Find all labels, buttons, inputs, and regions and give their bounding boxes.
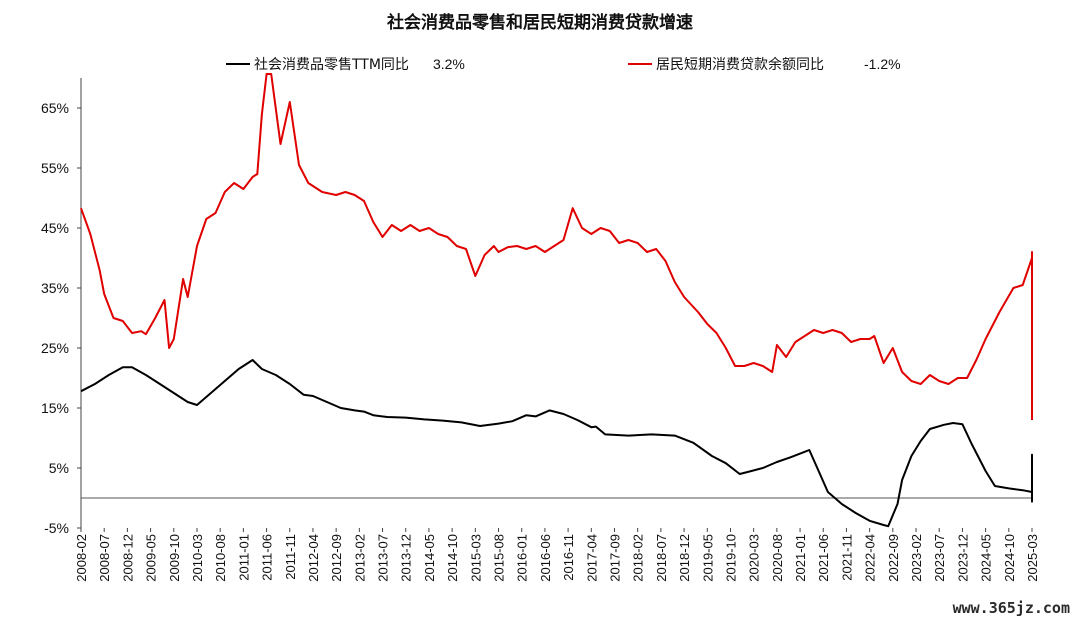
x-tick-label: 2025-03 xyxy=(1025,534,1040,582)
y-tick-label: 15% xyxy=(41,400,69,416)
y-tick-label: 65% xyxy=(41,100,69,116)
x-tick-label: 2015-08 xyxy=(492,534,507,582)
x-tick-label: 2018-07 xyxy=(654,534,669,582)
x-tick-label: 2020-08 xyxy=(770,534,785,582)
x-tick-label: 2019-10 xyxy=(723,534,738,582)
x-axis-ticks: 2008-02 2008-07 2008-12 2009-05 2009-10 2010-… xyxy=(74,528,1040,582)
chart-axes xyxy=(80,78,1032,528)
x-tick-label: 2012-04 xyxy=(306,534,321,582)
x-tick-label: 2010-08 xyxy=(213,534,228,582)
x-tick-label: 2021-06 xyxy=(816,534,831,582)
x-tick-label: 2023-07 xyxy=(932,534,947,582)
x-tick-label: 2013-02 xyxy=(352,534,367,582)
chart-title: 社会消费品零售和居民短期消费贷款增速 xyxy=(387,13,693,33)
x-tick-label: 2013-07 xyxy=(376,534,391,582)
series-line-loan xyxy=(80,73,1033,420)
x-tick-label: 2011-01 xyxy=(236,534,251,581)
y-axis-ticks: -5% 5% 15% 25% 35% 45% 55% 65% xyxy=(41,100,81,536)
x-tick-label: 2021-11 xyxy=(839,534,854,581)
legend-item-loan: 居民短期消费贷款余额同比 -1.2% xyxy=(628,54,901,74)
x-tick-label: 2022-09 xyxy=(886,534,901,582)
y-tick-label: 45% xyxy=(41,220,69,236)
x-tick-label: 2018-12 xyxy=(677,534,692,582)
x-tick-label: 2017-04 xyxy=(584,534,599,582)
x-tick-label: 2011-11 xyxy=(283,534,298,580)
legend-value-loan: -1.2% xyxy=(864,56,901,72)
x-tick-label: 2019-05 xyxy=(700,534,715,582)
legend-item-retail: 社会消费品零售TTM同比 3.2% xyxy=(226,54,465,74)
legend-label-retail: 社会消费品零售TTM同比 xyxy=(254,57,409,73)
series-lines xyxy=(80,73,1033,528)
x-tick-label: 2023-02 xyxy=(909,534,924,582)
x-tick-label: 2016-11 xyxy=(561,534,576,581)
x-tick-label: 2016-01 xyxy=(515,534,530,582)
x-tick-label: 2013-12 xyxy=(399,534,414,582)
legend-swatch-red xyxy=(628,63,652,65)
x-tick-label: 2016-06 xyxy=(538,534,553,582)
series-line-retail xyxy=(80,359,1033,528)
x-tick-label: 2014-05 xyxy=(422,534,437,582)
x-tick-label: 2023-12 xyxy=(955,534,970,582)
x-tick-label: 2009-05 xyxy=(144,534,159,582)
x-tick-label: 2014-10 xyxy=(445,534,460,582)
x-tick-label: 2020-03 xyxy=(747,534,762,582)
x-tick-label: 2008-12 xyxy=(120,534,135,582)
legend-value-retail: 3.2% xyxy=(432,56,465,72)
y-tick-label: 5% xyxy=(49,460,69,476)
x-tick-label: 2008-02 xyxy=(74,534,89,582)
legend-label-loan: 居民短期消费贷款余额同比 xyxy=(656,57,824,73)
x-tick-label: 2012-09 xyxy=(329,534,344,582)
x-tick-label: 2017-09 xyxy=(607,534,622,582)
x-tick-label: 2024-05 xyxy=(979,534,994,582)
x-tick-label: 2009-10 xyxy=(167,534,182,582)
y-tick-label: -5% xyxy=(44,520,69,536)
x-tick-label: 2022-04 xyxy=(863,534,878,582)
watermark: www.365jz.com xyxy=(952,599,1070,617)
x-tick-label: 2010-03 xyxy=(190,534,205,582)
y-tick-label: 35% xyxy=(41,280,69,296)
x-tick-label: 2018-02 xyxy=(631,534,646,582)
x-tick-label: 2021-01 xyxy=(793,534,808,582)
x-tick-label: 2015-03 xyxy=(468,534,483,582)
y-tick-label: 55% xyxy=(41,160,69,176)
x-tick-label: 2024-10 xyxy=(1002,534,1017,582)
y-tick-label: 25% xyxy=(41,340,69,356)
x-tick-label: 2011-06 xyxy=(260,534,275,581)
legend-swatch-black xyxy=(226,63,250,65)
x-tick-label: 2008-07 xyxy=(97,534,112,582)
